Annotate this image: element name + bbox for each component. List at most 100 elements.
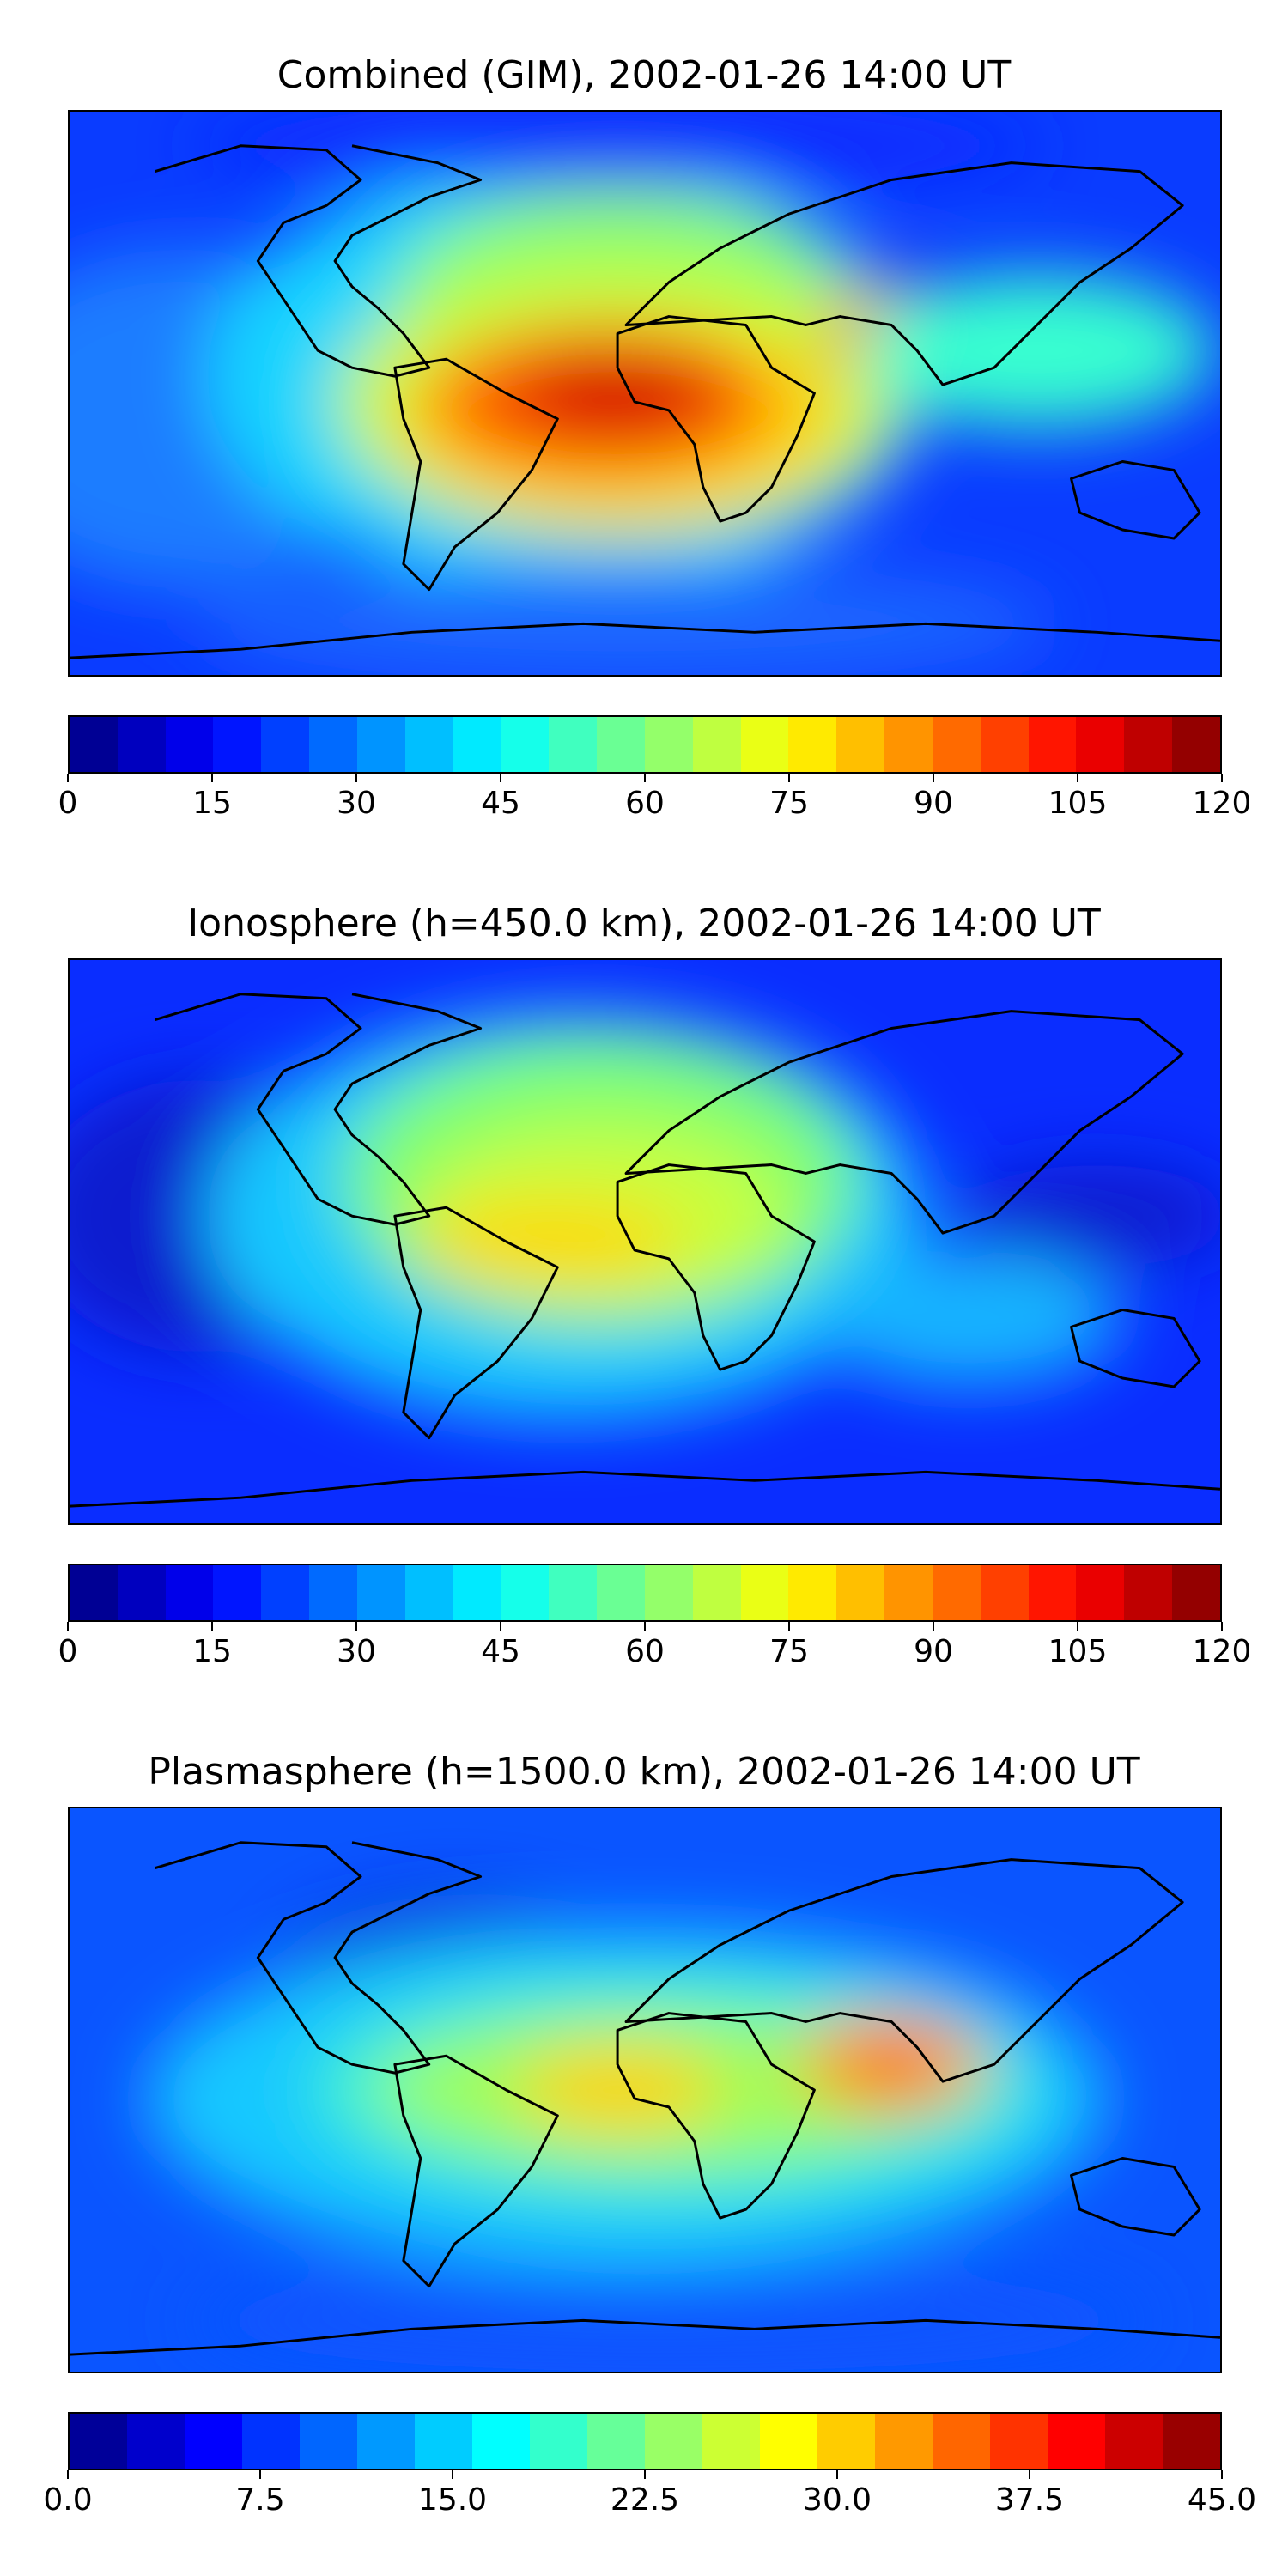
global-map-ionosphere xyxy=(68,958,1222,1525)
colorbar-swatch xyxy=(501,1565,550,1620)
colorbar-swatch xyxy=(740,1565,789,1620)
colorbar-swatch xyxy=(1163,2414,1220,2469)
colorbar-swatch xyxy=(1172,1565,1220,1620)
colorbar-swatch xyxy=(644,717,693,772)
colorbar-swatch xyxy=(740,717,789,772)
colorbar-swatch xyxy=(788,717,837,772)
colorbar-swatch xyxy=(597,717,645,772)
colorbar-ticks: 0 15 30 45 60 75 90 105 120 xyxy=(58,774,1251,825)
colorbar-swatch xyxy=(261,717,310,772)
colorbar-tick-mark xyxy=(933,1622,934,1631)
colorbar-swatch xyxy=(817,2414,875,2469)
colorbar-tick-label: 15 xyxy=(192,786,232,821)
colorbar-tick-label: 60 xyxy=(625,1634,665,1669)
colorbar-swatch xyxy=(70,717,118,772)
colorbar-swatch xyxy=(644,1565,693,1620)
colorbar-tick-mark xyxy=(67,2470,69,2479)
colorbar-swatch xyxy=(549,1565,598,1620)
colorbar-tick-label: 45.0 xyxy=(1187,2482,1257,2518)
colorbar-swatch xyxy=(836,717,885,772)
global-map-combined xyxy=(68,110,1222,677)
colorbar-swatch xyxy=(875,2414,933,2469)
colorbar-swatch xyxy=(165,717,214,772)
colorbar xyxy=(68,2412,1222,2470)
colorbar-tick-mark xyxy=(644,2470,646,2479)
colorbar-tick-label: 0 xyxy=(58,786,78,821)
colorbar-tick-mark xyxy=(1221,2470,1223,2479)
colorbar-swatch xyxy=(980,1565,1029,1620)
coastlines xyxy=(70,993,1220,1508)
colorbar-swatch xyxy=(587,2414,645,2469)
colorbar-swatch xyxy=(357,2414,415,2469)
colorbar-tick-label: 0.0 xyxy=(43,2482,93,2518)
colorbar-swatch xyxy=(356,1565,405,1620)
panel-title: Plasmasphere (h=1500.0 km), 2002-01-26 1… xyxy=(148,1750,1140,1794)
colorbar-swatch xyxy=(404,1565,453,1620)
colorbar-tick-label: 7.5 xyxy=(235,2482,285,2518)
colorbar-tick-mark xyxy=(644,774,646,782)
tec-field xyxy=(70,1011,1220,1421)
colorbar-swatch xyxy=(117,717,166,772)
colorbar-tick-label: 30 xyxy=(337,786,376,821)
colorbar-swatch xyxy=(117,1565,166,1620)
colorbar-tick-mark xyxy=(1221,774,1223,782)
colorbar-swatch xyxy=(990,2414,1048,2469)
colorbar-swatch xyxy=(70,2414,127,2469)
coastlines xyxy=(70,144,1220,659)
colorbar-swatch xyxy=(530,2414,587,2469)
colorbar-tick-mark xyxy=(836,2470,838,2479)
colorbar-ticks: 0.0 7.5 15.0 22.5 30.0 37.5 45.0 xyxy=(43,2470,1256,2522)
colorbar-swatch xyxy=(932,717,981,772)
colorbar-swatch xyxy=(309,717,357,772)
colorbar-swatch xyxy=(242,2414,300,2469)
colorbar-tick-mark xyxy=(355,1622,357,1631)
colorbar-swatch xyxy=(70,1565,118,1620)
colorbar-tick-mark xyxy=(67,1622,69,1631)
colorbar-tick-label: 120 xyxy=(1192,786,1252,821)
colorbar-tick-label: 22.5 xyxy=(610,2482,680,2518)
colorbar-tick-mark xyxy=(211,1622,213,1631)
colorbar-swatch xyxy=(356,717,405,772)
colorbar-swatch xyxy=(300,2414,357,2469)
colorbar-tick-mark xyxy=(1221,1622,1223,1631)
colorbar-swatch xyxy=(884,717,933,772)
colorbar-swatch xyxy=(549,717,598,772)
colorbar-tick-label: 45 xyxy=(481,1634,520,1669)
colorbar-tick-mark xyxy=(500,774,501,782)
colorbar-swatch xyxy=(165,1565,214,1620)
colorbar-tick-mark xyxy=(788,774,790,782)
colorbar-tick-mark xyxy=(1077,1622,1078,1631)
colorbar-swatch xyxy=(760,2414,817,2469)
colorbar-tick-mark xyxy=(500,1622,501,1631)
colorbar-swatch xyxy=(645,2414,702,2469)
colorbar-swatch xyxy=(261,1565,310,1620)
colorbar-ticks: 0 15 30 45 60 75 90 105 120 xyxy=(58,1622,1251,1674)
colorbar-tick-label: 15.0 xyxy=(417,2482,488,2518)
colorbar-swatch xyxy=(127,2414,185,2469)
tec-field xyxy=(70,112,1218,675)
colorbar-tick-mark xyxy=(788,1622,790,1631)
colorbar-tick-mark xyxy=(211,774,213,782)
colorbar-swatch xyxy=(702,2414,760,2469)
colorbar-tick-label: 15 xyxy=(192,1634,232,1669)
colorbar-swatch xyxy=(1124,1565,1173,1620)
colorbar-tick-label: 105 xyxy=(1048,1634,1108,1669)
colorbar-tick-label: 75 xyxy=(769,1634,809,1669)
colorbar-tick-mark xyxy=(67,774,69,782)
panel-title: Combined (GIM), 2002-01-26 14:00 UT xyxy=(276,53,1012,97)
colorbar-swatch xyxy=(597,1565,645,1620)
colorbar-swatch xyxy=(933,2414,990,2469)
colorbar-swatch xyxy=(415,2414,472,2469)
colorbar-swatch xyxy=(1172,717,1220,772)
colorbar-swatch xyxy=(213,1565,262,1620)
colorbar-tick-mark xyxy=(1077,774,1078,782)
colorbar-tick-label: 60 xyxy=(625,786,665,821)
colorbar-swatch xyxy=(453,1565,501,1620)
colorbar-swatch xyxy=(1028,717,1077,772)
colorbar-tick-label: 30 xyxy=(337,1634,376,1669)
colorbar-tick-label: 120 xyxy=(1192,1634,1252,1669)
colorbar-tick-label: 37.5 xyxy=(994,2482,1065,2518)
colorbar-swatch xyxy=(185,2414,242,2469)
colorbar-tick-label: 90 xyxy=(914,786,953,821)
colorbar-swatch xyxy=(932,1565,981,1620)
